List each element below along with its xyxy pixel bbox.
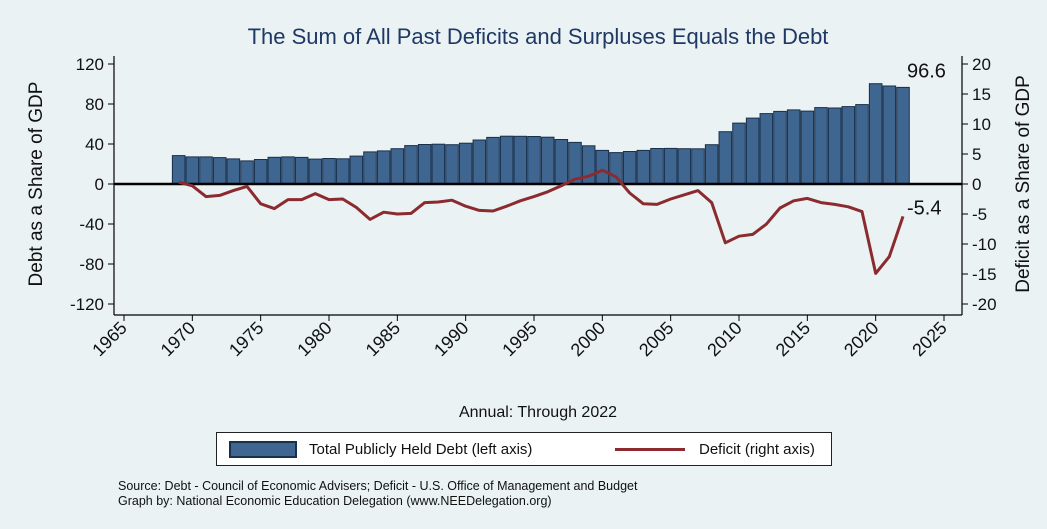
legend-label-deficit: Deficit (right axis) (699, 441, 815, 458)
debt-bar-2010 (732, 122, 746, 185)
debt-bar-2018 (841, 106, 856, 185)
debt-bar-1974 (240, 160, 254, 185)
plot-area (114, 56, 962, 315)
debt-bar-1975 (253, 159, 268, 185)
y-axis-left-label: Debt as a Share of GDP (26, 82, 47, 287)
debt-bar-1995 (527, 136, 541, 185)
y-left-tick-label: 0 (95, 175, 104, 194)
debt-bar-1997 (554, 139, 569, 185)
debt-end-label: 96.6 (907, 60, 946, 82)
debt-bar-1994 (513, 135, 528, 185)
y-right-tick-label: 5 (972, 145, 981, 164)
y-left-tick-label: 120 (76, 55, 104, 74)
debt-bar-1972 (212, 157, 227, 185)
debt-bar-2002 (622, 151, 637, 185)
y-left-tick-label: -80 (79, 255, 104, 274)
debt-bar-1990 (458, 142, 473, 185)
y-right-tick-label: 0 (972, 175, 981, 194)
debt-bar-1977 (281, 156, 295, 185)
debt-bar-2015 (800, 110, 815, 185)
source-line: Source: Debt - Council of Economic Advis… (118, 479, 638, 493)
y-left-tick-label: 40 (85, 135, 104, 154)
debt-bar-1985 (390, 148, 405, 185)
debt-bar-2007 (691, 148, 705, 185)
y-right-tick-label: 10 (972, 115, 991, 134)
y-right-tick-label: 15 (972, 85, 991, 104)
debt-bar-1971 (199, 156, 213, 185)
debt-bar-1986 (404, 145, 418, 185)
y-left-tick-label: -40 (79, 215, 104, 234)
y-axis-right-label: Deficit as a Share of GDP (1013, 75, 1034, 293)
debt-bar-1976 (267, 156, 282, 185)
debt-bar-1989 (445, 144, 459, 185)
debt-bar-1978 (294, 156, 309, 185)
legend-swatch-debt (229, 441, 297, 458)
debt-bar-1981 (335, 158, 350, 185)
debt-bar-2014 (786, 109, 801, 185)
chart-title: The Sum of All Past Deficits and Surplus… (248, 24, 829, 49)
debt-bar-2006 (677, 148, 692, 185)
y-right-tick-label: -5 (972, 205, 987, 224)
debt-bar-2021 (882, 85, 897, 185)
x-axis-label: Annual: Through 2022 (459, 404, 617, 421)
debt-bar-1982 (349, 155, 364, 185)
y-left-tick-label: -120 (70, 295, 104, 314)
debt-bar-1996 (540, 136, 555, 185)
y-left-tick-label: 80 (85, 95, 104, 114)
debt-bar-1979 (308, 158, 323, 185)
debt-bar-1988 (431, 143, 446, 185)
debt-bar-2005 (663, 147, 678, 185)
y-right-tick-label: 20 (972, 55, 991, 74)
debt-bar-1983 (363, 151, 377, 185)
y-right-tick-label: -10 (972, 235, 997, 254)
debt-bar-2022 (896, 86, 910, 185)
debt-bar-1987 (417, 144, 432, 185)
debt-bar-2012 (759, 113, 774, 185)
debt-bar-2017 (827, 107, 842, 185)
legend-swatch-deficit (615, 448, 685, 451)
debt-bar-2011 (745, 117, 760, 185)
credit-line: Graph by: National Economic Education De… (118, 494, 552, 508)
debt-bar-1993 (499, 135, 514, 185)
debt-bar-2019 (855, 104, 869, 185)
debt-bar-1969 (171, 155, 186, 185)
debt-bar-2008 (704, 144, 719, 185)
debt-bar-2003 (636, 149, 651, 185)
debt-bar-2020 (868, 83, 883, 185)
debt-bar-2001 (609, 152, 623, 185)
debt-bar-2009 (718, 131, 733, 185)
debt-bar-2004 (650, 148, 664, 185)
debt-bar-1980 (322, 158, 336, 185)
debt-bar-1991 (472, 139, 487, 185)
debt-bar-2013 (773, 110, 787, 185)
debt-bar-1970 (185, 156, 200, 185)
debt-bar-1992 (486, 136, 500, 185)
debt-bar-1984 (376, 150, 391, 185)
deficit-end-label: -5.4 (907, 197, 941, 219)
debt-bar-1973 (226, 158, 241, 185)
legend-label-debt: Total Publicly Held Debt (left axis) (309, 441, 533, 458)
legend: Total Publicly Held Debt (left axis) Def… (216, 432, 832, 466)
deficit-line (178, 168, 905, 275)
debt-bar-2016 (814, 107, 828, 185)
y-right-tick-label: -15 (972, 265, 997, 284)
y-right-tick-label: -20 (972, 295, 997, 314)
debt-bar-2000 (595, 149, 610, 185)
